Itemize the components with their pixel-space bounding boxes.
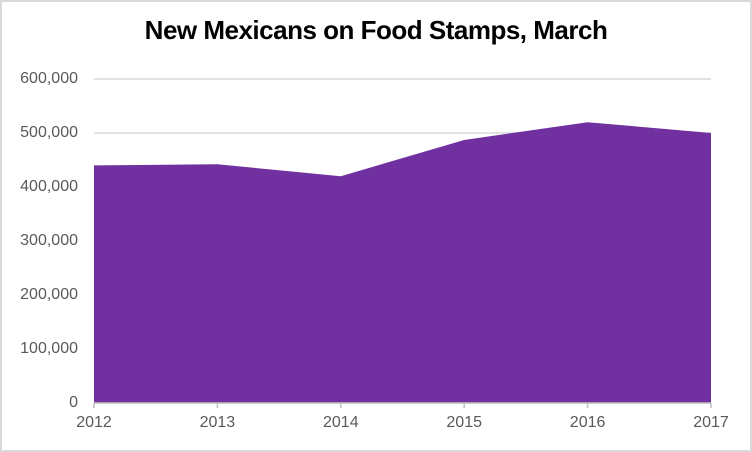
x-axis-tick-label: 2017 — [693, 414, 729, 431]
y-axis-tick-label: 600,000 — [20, 70, 78, 87]
x-axis-tick-label: 2016 — [569, 414, 606, 431]
y-axis-tick-label: 0 — [69, 394, 78, 411]
x-axis-tick-label: 2012 — [76, 414, 112, 431]
y-axis-tick-label: 300,000 — [20, 232, 78, 249]
y-axis-tick-label: 200,000 — [20, 286, 78, 303]
y-axis-tick-label: 400,000 — [20, 178, 78, 195]
y-axis-tick-label: 500,000 — [20, 124, 78, 141]
area-chart-plot — [93, 78, 712, 408]
area-series — [94, 122, 711, 403]
x-axis-tick-label: 2013 — [199, 414, 236, 431]
chart-title: New Mexicans on Food Stamps, March — [144, 15, 608, 45]
x-axis-tick-label: 2014 — [323, 414, 359, 431]
y-axis-tick-label: 100,000 — [20, 340, 78, 357]
x-axis-tick-label: 2015 — [446, 414, 482, 431]
